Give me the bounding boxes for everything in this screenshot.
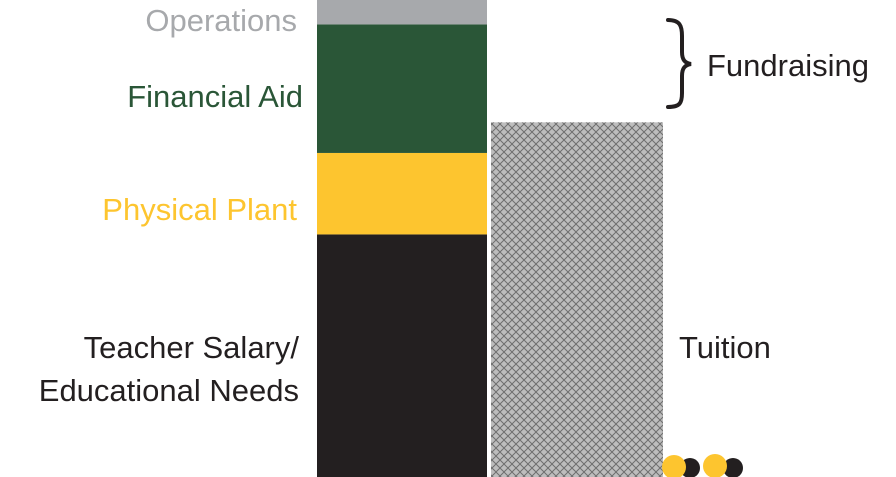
bar-segment-financial-aid [317, 24, 487, 153]
bar-segment-physical-plant [317, 152, 487, 235]
brace-icon [666, 18, 692, 109]
bar-segment-teacher-salary [317, 234, 487, 477]
label-tuition: Tuition [679, 330, 771, 365]
label-financial-aid: Financial Aid [127, 79, 303, 114]
logo-dot [703, 454, 727, 477]
label-educational-needs: Educational Needs [39, 373, 299, 408]
logo-dots [662, 454, 743, 477]
chart-marks [317, 0, 663, 477]
label-physical-plant: Physical Plant [102, 192, 297, 227]
logo-dot [662, 455, 686, 477]
bar-segment-tuition [491, 122, 663, 477]
label-fundraising: Fundraising [707, 48, 869, 83]
label-teacher-salary: Teacher Salary/ [84, 330, 300, 365]
bar-segment-operations [317, 0, 487, 25]
label-operations: Operations [145, 3, 297, 38]
logo-dot [723, 458, 743, 477]
